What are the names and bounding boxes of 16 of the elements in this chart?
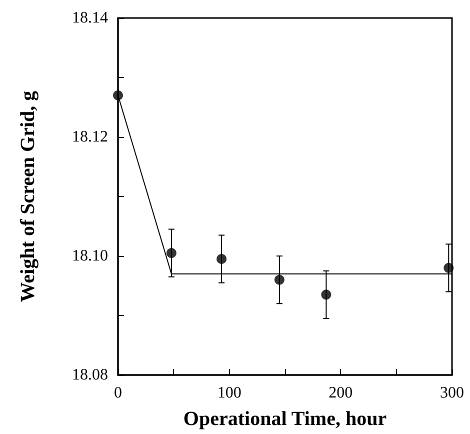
y-tick-label: 18.14 — [72, 10, 108, 26]
y-tick-label: 18.12 — [72, 128, 108, 146]
y-tick-label: 18.10 — [72, 248, 108, 264]
point — [444, 262, 454, 273]
x-tick-label: 100 — [217, 384, 242, 402]
x-tick-label: 300 — [440, 384, 464, 402]
point — [113, 90, 123, 100]
y-tick-label: 18.08 — [72, 366, 108, 384]
point — [166, 248, 176, 258]
point — [216, 254, 227, 264]
x-axis-title: Operational Time, hour — [183, 408, 387, 430]
x-tick-label: 0 — [114, 384, 122, 402]
point — [321, 290, 332, 300]
point — [274, 274, 284, 285]
x-tick-label: 200 — [328, 384, 353, 402]
y-axis-title: Weight of Screen Grid, g — [17, 90, 39, 302]
